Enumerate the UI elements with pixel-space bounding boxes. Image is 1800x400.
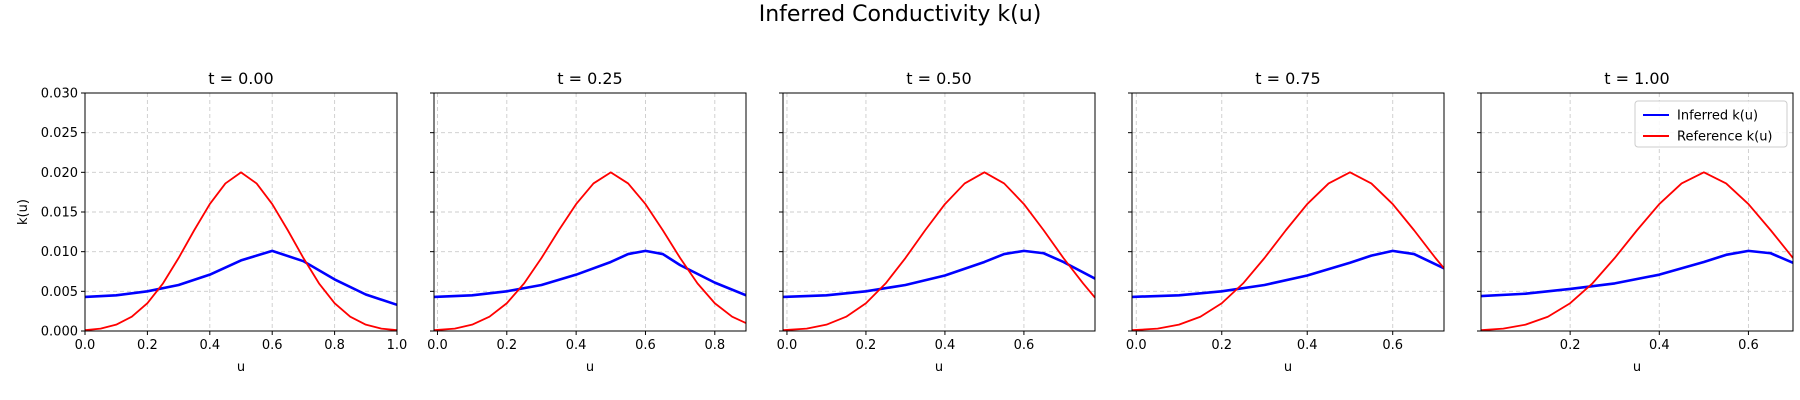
- inferred-series-line: [783, 249, 1095, 299]
- y-tick-label: 0.005: [41, 285, 78, 300]
- x-tick-label: 0.0: [777, 338, 798, 353]
- x-tick-label: 0.4: [935, 338, 956, 353]
- y-tick-label: 0.015: [41, 206, 78, 221]
- figure-title: Inferred Conductivity k(u): [758, 2, 1042, 27]
- x-axis-label: u: [237, 360, 245, 375]
- legend-box: [1634, 100, 1788, 148]
- panel-3: [1128, 92, 1445, 335]
- panel-1: [430, 92, 747, 335]
- x-tick-label: 0.4: [1649, 338, 1670, 353]
- panel-title: t = 0.75: [1255, 69, 1320, 88]
- x-tick-label: 0.6: [1014, 338, 1035, 353]
- inferred-series-line: [85, 249, 397, 307]
- inferred-series-line: [1481, 249, 1793, 298]
- y-axis-label: k(u): [16, 199, 31, 225]
- x-tick-label: 0.6: [1382, 338, 1403, 353]
- x-tick-label: 0.6: [1738, 338, 1759, 353]
- y-tick-label: 0.000: [41, 325, 78, 340]
- inferred-series-line: [434, 249, 746, 299]
- panel-0: [81, 92, 398, 335]
- x-axis-label: u: [1633, 360, 1641, 375]
- x-tick-label: 0.4: [1297, 338, 1318, 353]
- reference-series-line: [85, 171, 397, 331]
- reference-series-line: [1132, 171, 1444, 331]
- y-tick-label: 0.010: [41, 245, 78, 260]
- panel-2: [779, 92, 1096, 335]
- panel-title: t = 1.00: [1604, 69, 1669, 88]
- panel-title: t = 0.50: [906, 69, 971, 88]
- panel-title: t = 0.00: [208, 69, 273, 88]
- x-axis-label: u: [935, 360, 943, 375]
- x-tick-label: 0.8: [324, 338, 345, 353]
- x-tick-label: 0.2: [1211, 338, 1232, 353]
- x-tick-label: 0.2: [1560, 338, 1581, 353]
- x-axis-label: u: [586, 360, 594, 375]
- x-tick-label: 0.2: [137, 338, 158, 353]
- x-tick-label: 0.0: [1126, 338, 1147, 353]
- reference-series-line: [783, 171, 1095, 331]
- x-tick-label: 0.4: [566, 338, 587, 353]
- x-tick-label: 0.2: [856, 338, 877, 353]
- x-tick-label: 0.2: [496, 338, 517, 353]
- legend-reference-label: Reference k(u): [1677, 130, 1773, 145]
- x-tick-label: 0.8: [704, 338, 725, 353]
- panel-title: t = 0.25: [557, 69, 622, 88]
- inferred-series-line: [1132, 249, 1444, 299]
- y-tick-label: 0.025: [41, 126, 78, 141]
- y-tick-label: 0.030: [41, 87, 78, 102]
- x-tick-label: 0.0: [427, 338, 448, 353]
- panel-4: [1477, 92, 1794, 335]
- legend-inferred-label: Inferred k(u): [1677, 109, 1758, 124]
- x-tick-label: 0.6: [635, 338, 656, 353]
- reference-series-line: [1481, 171, 1793, 331]
- x-tick-label: 0.0: [75, 338, 96, 353]
- x-axis-label: u: [1284, 360, 1292, 375]
- y-tick-label: 0.020: [41, 166, 78, 181]
- x-tick-label: 1.0: [387, 338, 408, 353]
- reference-series-line: [434, 171, 746, 331]
- x-tick-label: 0.4: [199, 338, 220, 353]
- x-tick-label: 0.6: [262, 338, 283, 353]
